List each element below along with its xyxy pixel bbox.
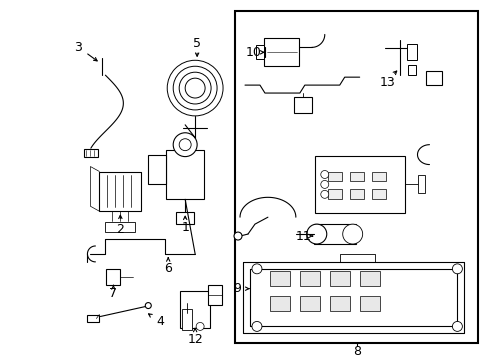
Bar [99, 171, 141, 211]
Circle shape [320, 171, 328, 179]
Bar [327, 171, 341, 181]
Circle shape [179, 139, 191, 150]
Bar [417, 175, 425, 193]
Bar [327, 189, 341, 199]
Bar [299, 271, 319, 286]
Text: 1: 1 [181, 221, 189, 234]
Circle shape [320, 190, 328, 198]
Bar [208, 285, 222, 305]
Text: 4: 4 [156, 315, 164, 328]
Bar [293, 97, 311, 113]
Bar [371, 171, 385, 181]
Text: 3: 3 [74, 41, 82, 54]
Bar [87, 315, 99, 322]
Text: 13: 13 [379, 76, 395, 89]
Bar [255, 45, 264, 59]
Circle shape [173, 66, 217, 110]
Text: 6: 6 [164, 262, 172, 275]
Bar [371, 189, 385, 199]
Circle shape [320, 180, 328, 188]
Bar [180, 291, 210, 328]
Bar [313, 224, 355, 244]
Bar [269, 296, 289, 311]
Circle shape [251, 321, 262, 332]
Circle shape [234, 232, 242, 240]
Text: 8: 8 [352, 345, 360, 358]
Text: 5: 5 [193, 37, 201, 50]
Bar [105, 222, 135, 232]
Text: 7: 7 [109, 287, 117, 300]
Text: 2: 2 [116, 222, 124, 235]
Bar [329, 271, 349, 286]
Bar [235, 11, 477, 343]
Text: 12: 12 [187, 333, 203, 346]
Text: 11: 11 [295, 230, 311, 243]
Bar [176, 212, 194, 224]
Bar [269, 271, 289, 286]
Bar [314, 156, 404, 213]
Bar [264, 39, 299, 66]
Bar [299, 296, 319, 311]
Bar [329, 296, 349, 311]
Circle shape [173, 133, 197, 157]
Bar [182, 309, 192, 330]
Bar [84, 149, 98, 157]
Circle shape [145, 303, 151, 309]
Circle shape [185, 78, 204, 98]
Circle shape [179, 72, 211, 104]
Circle shape [167, 60, 223, 116]
Bar [426, 71, 442, 85]
Text: 10: 10 [245, 46, 262, 59]
Bar [359, 271, 379, 286]
Circle shape [196, 323, 203, 330]
Bar [407, 65, 415, 75]
Bar [359, 296, 379, 311]
Bar [349, 171, 363, 181]
Circle shape [451, 264, 462, 274]
Circle shape [342, 224, 362, 244]
Bar [148, 154, 166, 184]
Bar [106, 269, 120, 285]
Circle shape [251, 264, 262, 274]
Circle shape [306, 224, 326, 244]
Bar [349, 189, 363, 199]
Text: 9: 9 [233, 282, 241, 295]
Bar [166, 150, 203, 199]
Bar [406, 44, 416, 60]
Circle shape [451, 321, 462, 332]
